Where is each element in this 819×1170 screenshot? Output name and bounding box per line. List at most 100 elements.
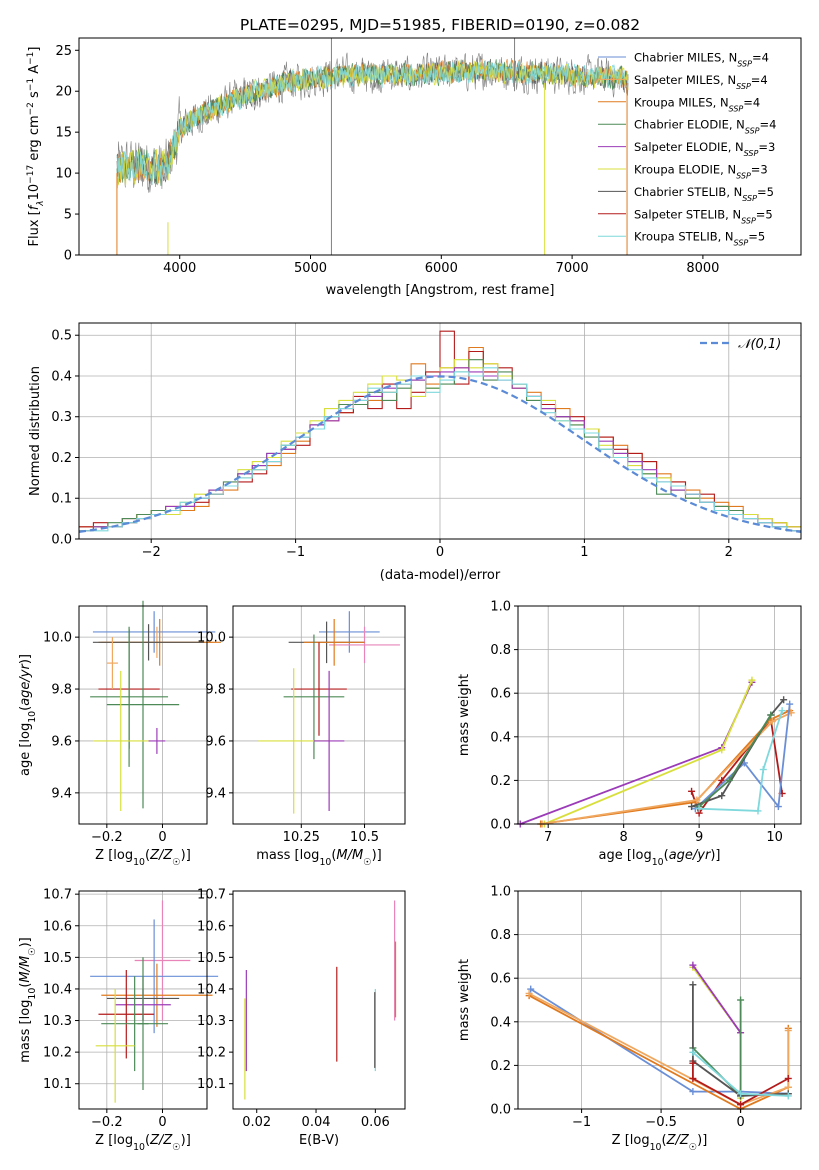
y-tick-label: 0.0	[490, 818, 511, 833]
y-tick-label: 0.6	[490, 972, 511, 987]
y-axis-label: mass weight	[457, 674, 472, 756]
weight-line-KroupaMILES	[540, 709, 791, 825]
y-tick-label: 10.7	[197, 888, 226, 903]
y-tick-label: 9.8	[205, 683, 226, 698]
histogram-panel: −2 −1 0 1 2 0.0 0.1 0.2 0.3 0.4 0.5 𝒩(0,1) (data-mod…	[28, 322, 802, 583]
x-tick-label: 0	[158, 830, 166, 845]
x-axis-label: E(B-V)	[299, 1133, 339, 1148]
x-tick-label: 0	[436, 545, 444, 560]
x-axis-label: age [log10(age/yr)]	[598, 848, 720, 868]
y-tick-label: 10.6	[197, 919, 226, 934]
y-tick-label: 0.8	[490, 928, 511, 943]
axes-frame	[517, 890, 802, 1110]
x-tick-label: 4000	[163, 261, 196, 276]
axes-frame	[78, 37, 802, 256]
x-tick-label: 8000	[686, 261, 719, 276]
x-tick-label: −1	[286, 545, 305, 560]
mass-vs-EBV-panel: 0.02 0.04 0.06 10.1 10.2 10.3 10.4 10.5 10.6 10.7…	[197, 888, 406, 1148]
y-tick-label: 10.0	[43, 631, 72, 646]
legend-label: Chabrier ELODIE, NSSP=4	[634, 118, 776, 136]
y-tick-label: 0.0	[51, 533, 72, 548]
y-tick-label: 9.4	[205, 786, 226, 801]
y-tick-label: 0.3	[51, 410, 72, 425]
y-tick-label: 0	[64, 249, 72, 264]
x-tick-label: 0	[158, 1115, 166, 1130]
y-tick-label: 9.8	[51, 683, 72, 698]
mass-weight-vs-Z-panel: −1 −0.5 0 0.0 0.2 0.4 0.6 0.8 1.0 Z [log10(Z/Z☉)]…	[457, 885, 802, 1153]
axes-frame	[232, 605, 406, 825]
axes-frame	[517, 605, 802, 825]
weight-line-SalpeterELODIE	[519, 681, 753, 825]
weight-line-SalpeterELODIE	[692, 964, 742, 1034]
y-tick-label: 20	[55, 85, 72, 100]
legend-label: Salpeter STELIB, NSSP=5	[634, 207, 773, 225]
y-tick-label: 9.6	[51, 734, 72, 749]
y-tick-label: 25	[55, 44, 72, 59]
x-tick-label: −0.2	[91, 1115, 123, 1130]
y-tick-label: 5	[64, 208, 72, 223]
x-tick-label: 0	[736, 1115, 744, 1130]
y-axis-label: age [log10(age/yr)]	[18, 654, 38, 776]
x-tick-label: 7000	[556, 261, 589, 276]
age-vs-mass-panel: 10.25 10.5 9.4 9.6 9.8 10.0 mass [log10(M/M☉)]	[197, 605, 406, 868]
x-tick-label: 5000	[294, 261, 327, 276]
y-tick-label: 10.4	[43, 982, 72, 997]
x-tick-label: −1	[572, 1115, 591, 1130]
weight-line-KroupaSTELIB	[699, 710, 783, 812]
y-tick-label: 0.2	[490, 774, 511, 789]
spectrum-line-ChabrierELODIE	[116, 59, 629, 186]
legend-label-normal: 𝒩(0,1)	[738, 337, 781, 352]
y-tick-label: 0.1	[51, 492, 72, 507]
hist-step-KroupaSTELIB	[79, 367, 801, 532]
x-axis-label: Z [log10(Z/Z☉)]	[95, 1133, 191, 1153]
mass-weight-vs-age-panel: 7 8 9 10 0.0 0.2 0.4 0.6 0.8 1.0 age [log10(age/yr…	[457, 600, 802, 868]
spectrum-line-KroupaELODIE	[116, 59, 629, 189]
legend-label: Kroupa MILES, NSSP=4	[634, 95, 760, 113]
figure-title: PLATE=0295, MJD=51985, FIBERID=0190, z=0…	[240, 16, 640, 34]
y-tick-label: 1.0	[490, 885, 511, 900]
y-axis-label: mass [log10(M/M☉)]	[18, 937, 38, 1063]
spectrum-panel: 4000 5000 6000 7000 8000 0 5 10 15 20 25 Chabrier M…	[26, 37, 802, 298]
y-tick-label: 0.2	[490, 1059, 511, 1074]
weight-line-SalpeterMILES	[528, 992, 790, 1106]
y-tick-label: 9.6	[205, 734, 226, 749]
y-axis-label: Flux [fλ10−17 erg cm−2 s−1 A−1]	[26, 47, 46, 247]
x-axis-label: (data-model)/error	[380, 568, 501, 583]
x-tick-label: 6000	[425, 261, 458, 276]
x-axis-label: wavelength [Angstrom, rest frame]	[326, 283, 555, 298]
mass-vs-Z-panel: −0.2 0 10.1 10.2 10.3 10.4 10.5 10.6 10.7 Z [log1…	[18, 888, 219, 1153]
x-axis-label: Z [log10(Z/Z☉)]	[95, 848, 191, 868]
spectrum-line-KroupaSTELIB	[116, 60, 629, 185]
y-tick-label: 10.1	[43, 1077, 72, 1092]
legend-label: Salpeter MILES, NSSP=4	[634, 73, 768, 91]
x-tick-label: 0.06	[361, 1115, 390, 1130]
y-axis-label: mass weight	[457, 959, 472, 1041]
x-axis-label: mass [log10(M/M☉)]	[256, 848, 382, 868]
y-tick-label: 10	[55, 167, 72, 182]
weight-line-SalpeterSTELIB	[692, 1063, 789, 1106]
y-tick-label: 0.4	[490, 1015, 511, 1030]
hist-step-SalpeterELODIE	[79, 367, 801, 532]
legend-label: Salpeter ELODIE, NSSP=3	[634, 140, 775, 158]
x-tick-label: 7	[544, 830, 552, 845]
weight-line-SalpeterMILES	[541, 711, 792, 825]
legend-label: Kroupa STELIB, NSSP=5	[634, 230, 765, 248]
age-vs-Z-panel: −0.2 0 9.4 9.6 9.8 10.0 Z [log10(Z/Z☉)] age [lo…	[18, 600, 221, 868]
spectrum-lines	[116, 38, 629, 255]
y-tick-label: 0.5	[51, 329, 72, 344]
y-tick-label: 10.2	[197, 1046, 226, 1061]
x-tick-label: 2	[725, 545, 733, 560]
x-tick-label: 10.25	[283, 830, 320, 845]
y-tick-label: 10.3	[43, 1014, 72, 1029]
axes-frame	[78, 605, 208, 825]
weight-line-ChabrierMILES	[530, 988, 789, 1095]
y-tick-label: 0.8	[490, 643, 511, 658]
y-tick-label: 10.4	[197, 982, 226, 997]
x-tick-label: −0.2	[91, 830, 123, 845]
x-tick-label: −0.5	[645, 1115, 677, 1130]
x-axis-label: Z [log10(Z/Z☉)]	[612, 1133, 708, 1153]
y-tick-label: 10.5	[43, 951, 72, 966]
y-tick-label: 10.7	[43, 888, 72, 903]
y-axis-label: Normed distribution	[28, 366, 43, 496]
